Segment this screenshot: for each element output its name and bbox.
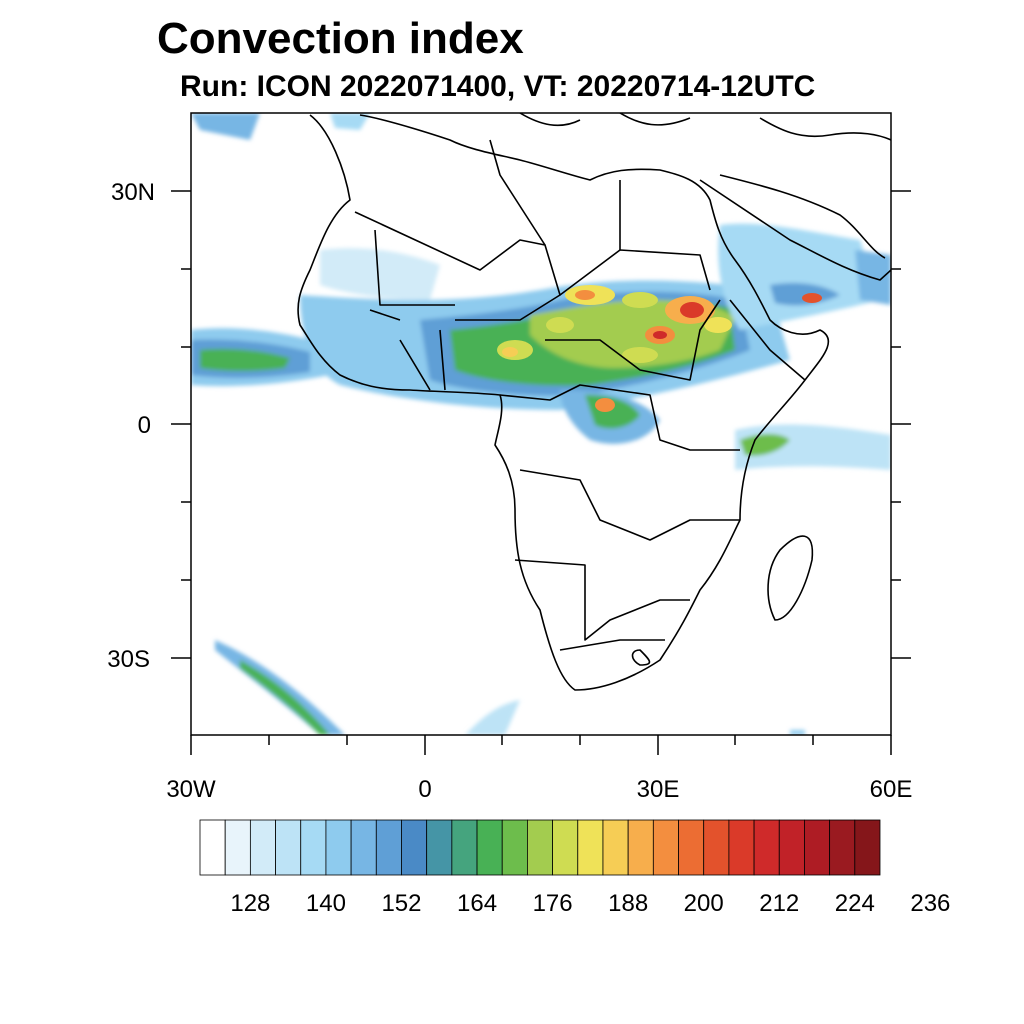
- map-title: Convection index: [157, 14, 524, 63]
- colorbar-swatch: [300, 819, 327, 876]
- lon-tick-label-0: 0: [418, 776, 431, 803]
- colorbar-swatch: [426, 819, 453, 876]
- colorbar-swatch: [249, 819, 276, 876]
- colorbar-labels: 128 140 152 164 176 188 200 212 224 236: [230, 890, 950, 917]
- colorbar-swatch: [375, 819, 402, 876]
- colorbar-swatch: [199, 819, 226, 876]
- colorbar-swatch: [527, 819, 553, 876]
- colorbar-label: 128: [230, 890, 270, 917]
- colorbar-swatch: [678, 819, 705, 876]
- colorbar-swatch: [401, 819, 428, 876]
- colorbar-label: 164: [457, 890, 497, 917]
- colorbar: [199, 819, 881, 876]
- colorbar-swatch: [829, 819, 856, 876]
- colorbar-swatch: [275, 819, 302, 876]
- colorbar-swatch: [577, 819, 604, 876]
- colorbar-label: 152: [381, 890, 421, 917]
- lon-tick-label-60e: 60E: [870, 776, 913, 803]
- map-subtitle: Run: ICON 2022071400, VT: 20220714-12UTC: [180, 70, 816, 103]
- coastlines: [297, 113, 891, 691]
- lat-tick-label-0: 0: [138, 412, 151, 439]
- colorbar-label: 140: [306, 890, 346, 917]
- colorbar-swatch: [854, 819, 881, 876]
- colorbar-label: 188: [608, 890, 648, 917]
- colorbar-swatch: [224, 819, 251, 876]
- colorbar-swatch: [753, 819, 780, 876]
- colorbar-swatch: [476, 819, 503, 876]
- colorbar-swatch: [652, 819, 679, 876]
- colorbar-swatch: [451, 819, 478, 876]
- colorbar-label: 176: [533, 890, 573, 917]
- lat-tick-label-30s: 30S: [107, 646, 150, 673]
- lon-tick-label-30w: 30W: [166, 776, 216, 803]
- convection-field: [191, 113, 891, 735]
- colorbar-label: 212: [759, 890, 799, 917]
- colorbar-swatch: [350, 819, 377, 876]
- colorbar-swatch: [778, 819, 805, 876]
- lon-tick-label-30e: 30E: [637, 776, 680, 803]
- plot-frame: [190, 112, 892, 736]
- lat-tick-label-30n: 30N: [111, 179, 155, 206]
- colorbar-swatch: [804, 819, 831, 876]
- colorbar-label: 224: [835, 890, 875, 917]
- colorbar-label: 236: [910, 890, 950, 917]
- colorbar-swatch: [703, 819, 730, 876]
- colorbar-swatch: [627, 819, 654, 876]
- colorbar-swatch: [552, 819, 579, 876]
- colorbar-label: 200: [684, 890, 724, 917]
- tick-marks: [171, 190, 911, 755]
- colorbar-swatch: [728, 819, 755, 876]
- colorbar-swatch: [325, 819, 352, 876]
- colorbar-swatch: [501, 819, 528, 876]
- colorbar-swatch: [602, 819, 629, 876]
